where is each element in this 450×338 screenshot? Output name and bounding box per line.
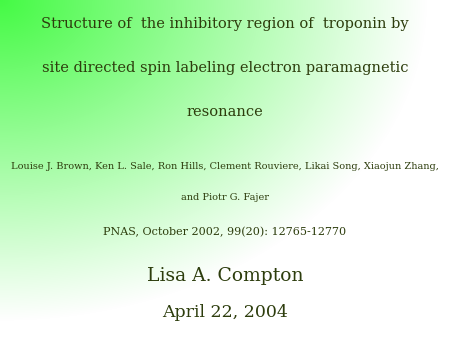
Text: and Piotr G. Fajer: and Piotr G. Fajer (181, 193, 269, 202)
Text: Louise J. Brown, Ken L. Sale, Ron Hills, Clement Rouviere, Likai Song, Xiaojun Z: Louise J. Brown, Ken L. Sale, Ron Hills,… (11, 162, 439, 171)
Text: PNAS, October 2002, 99(20): 12765-12770: PNAS, October 2002, 99(20): 12765-12770 (104, 226, 346, 237)
Text: site directed spin labeling electron paramagnetic: site directed spin labeling electron par… (42, 61, 408, 75)
Text: April 22, 2004: April 22, 2004 (162, 304, 288, 321)
Text: Structure of  the inhibitory region of  troponin by: Structure of the inhibitory region of tr… (41, 17, 409, 31)
Text: Lisa A. Compton: Lisa A. Compton (147, 267, 303, 285)
Text: resonance: resonance (187, 105, 263, 119)
